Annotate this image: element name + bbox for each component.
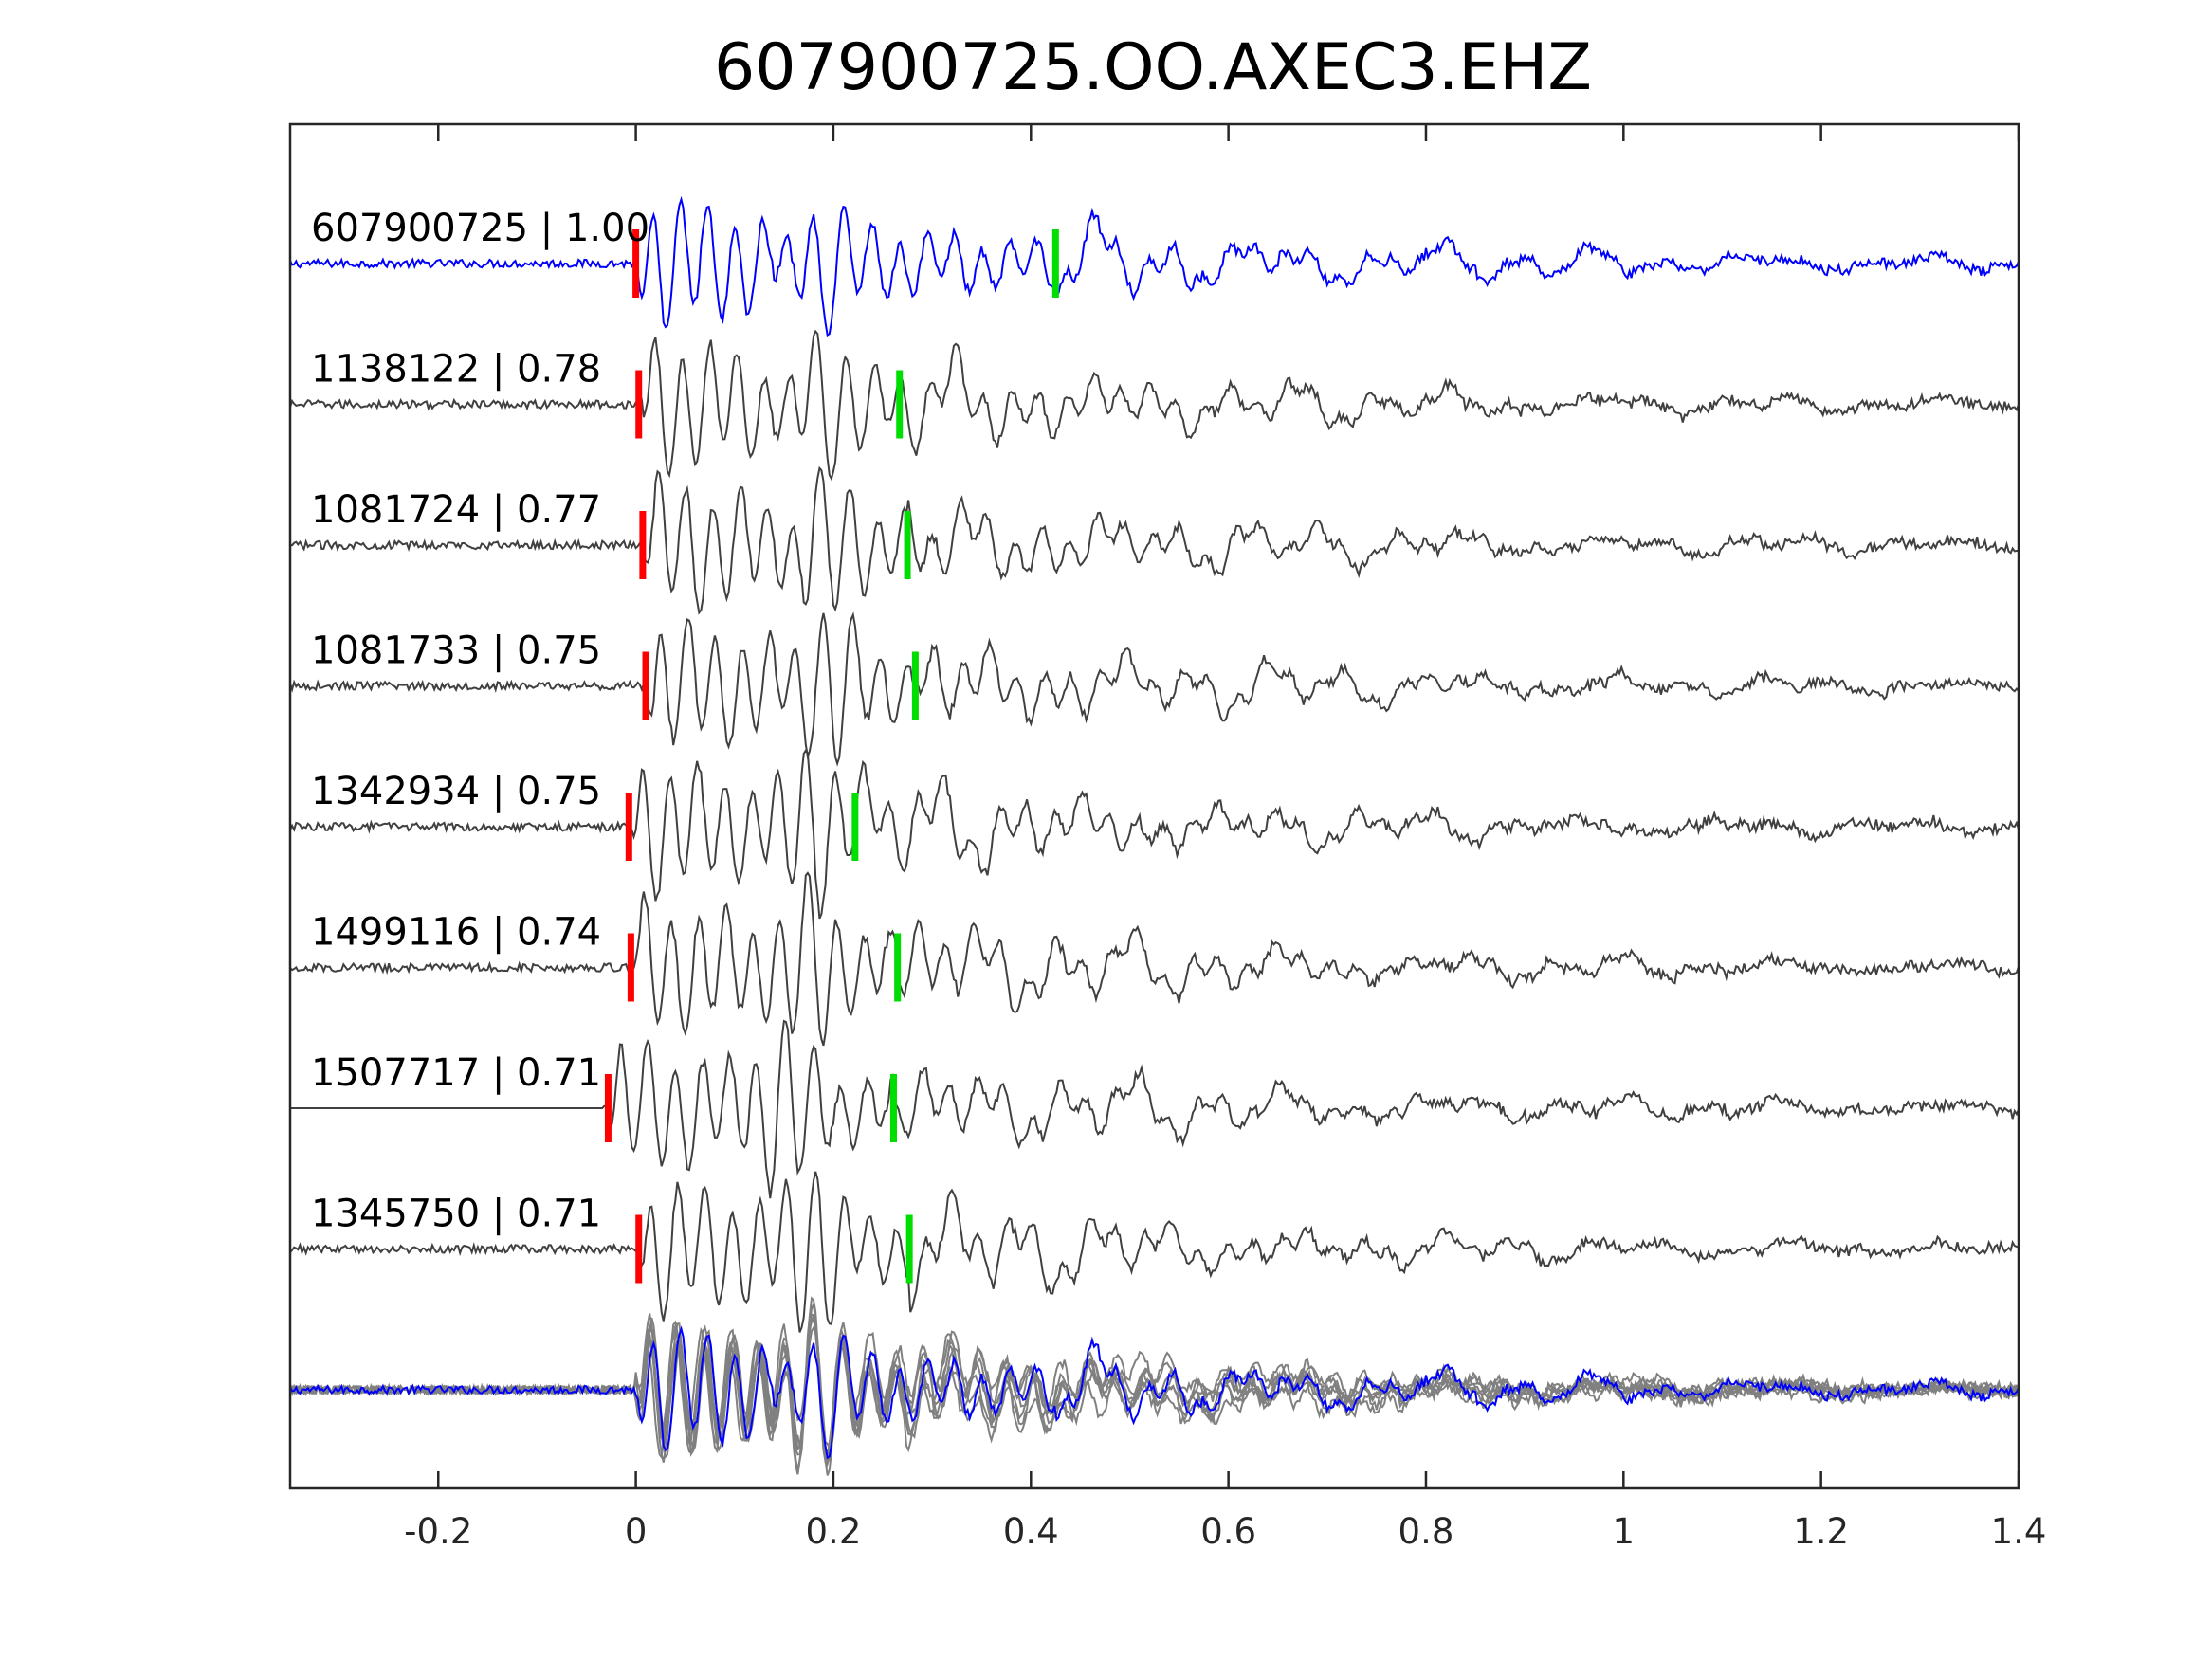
trace-waveform xyxy=(289,195,2020,337)
traces-layer xyxy=(289,195,2020,1333)
overlay-reference-waveform xyxy=(289,1325,2020,1460)
picks-layer xyxy=(604,229,1059,1284)
trace-waveform xyxy=(289,329,2020,482)
trace-label: 607900725 | 1.00 xyxy=(311,207,649,250)
trace-waveform xyxy=(289,871,2020,1047)
axes-frame xyxy=(288,122,2020,1490)
trace-label: 1499116 | 0.74 xyxy=(311,911,601,955)
x-tick-label: -0.2 xyxy=(404,1511,472,1552)
overlay-stack xyxy=(289,1296,2020,1476)
trace-waveform xyxy=(289,465,2019,615)
x-tick-label: 1.4 xyxy=(1991,1511,2047,1552)
trace-waveform xyxy=(289,1171,2020,1333)
x-tick-label: 0.4 xyxy=(1003,1511,1059,1552)
x-tick-label: 1 xyxy=(1613,1511,1636,1552)
trace-label: 1081733 | 0.75 xyxy=(311,629,601,673)
trace-waveform xyxy=(290,1019,2020,1199)
chart-title: 607900725.OO.AXEC3.EHZ xyxy=(714,30,1592,105)
x-tick-label: 0 xyxy=(625,1511,648,1552)
trace-waveform xyxy=(289,748,2020,920)
trace-waveform xyxy=(289,611,2020,767)
x-axis: -0.2 0 0.2 0.4 0.6 0.8 1 1.2 1.4 xyxy=(404,124,2046,1552)
x-tick-label: 0.2 xyxy=(806,1511,862,1552)
trace-label: 1081724 | 0.77 xyxy=(311,488,601,532)
trace-label: 1507717 | 0.71 xyxy=(311,1051,601,1095)
x-tick-label: 0.8 xyxy=(1398,1511,1454,1552)
trace-label: 1345750 | 0.71 xyxy=(311,1193,601,1236)
x-tick-label: 0.6 xyxy=(1200,1511,1256,1552)
trace-labels: 607900725 | 1.00 1138122 | 0.78 1081724 | … xyxy=(311,207,649,1236)
trace-label: 1342934 | 0.75 xyxy=(311,770,601,813)
trace-label: 1138122 | 0.78 xyxy=(311,348,601,392)
x-tick-label: 1.2 xyxy=(1793,1511,1849,1552)
